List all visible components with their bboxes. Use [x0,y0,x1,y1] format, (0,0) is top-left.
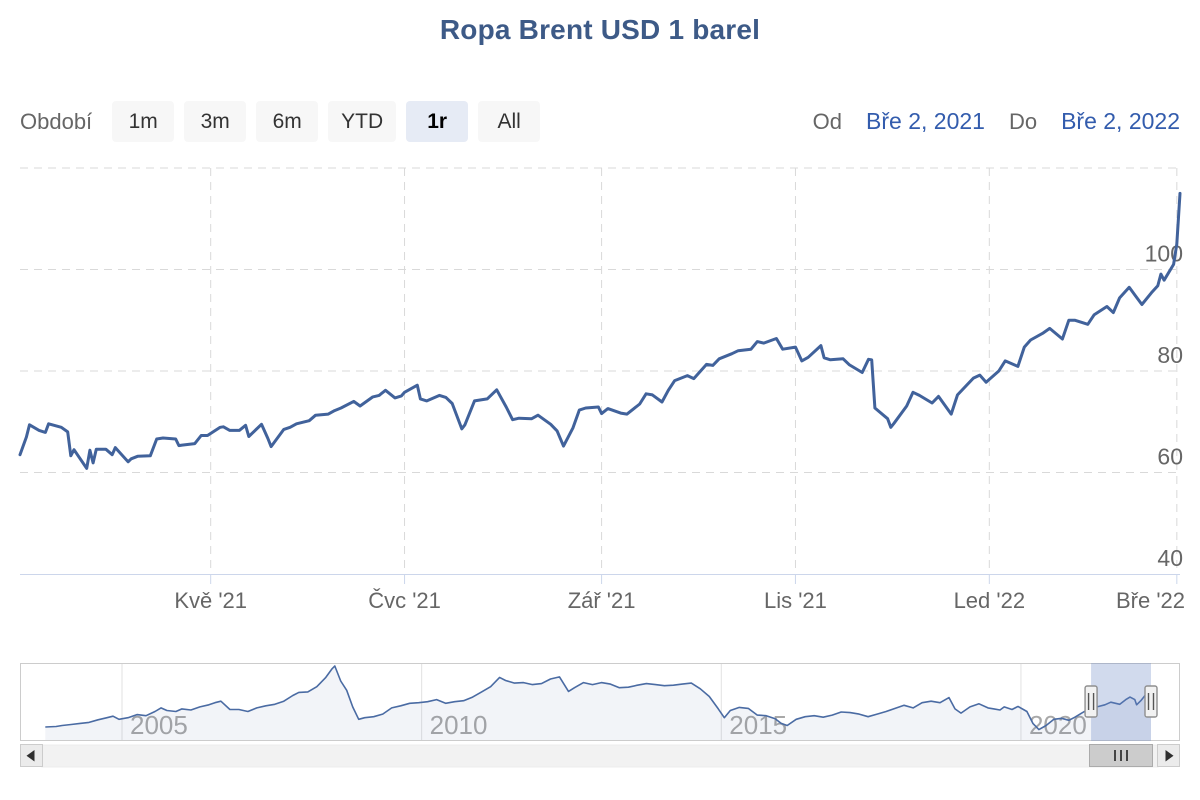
navigator-handle-right[interactable] [1144,685,1158,718]
from-label: Od [812,108,843,134]
navigator-selection [1084,663,1158,741]
range-button-6m[interactable]: 6m [256,101,319,142]
chart-title: Ropa Brent USD 1 barel [439,14,761,45]
range-selector-label: Období [20,108,93,134]
x-axis-label: Zář '21 [568,588,636,613]
navigator-handle-left[interactable] [1084,685,1098,718]
plot-area[interactable] [20,168,1180,574]
x-axis-label: Lis '21 [764,588,827,613]
left-arrow-icon [26,750,35,762]
scrollbar [20,744,1180,768]
range-handle-icon [1147,693,1155,710]
navigator-outline [20,663,1180,741]
y-axis-label: 40 [1157,545,1183,571]
x-axis-ticks [210,574,1178,584]
x-axis-label: Bře '22 [1116,588,1185,613]
range-button-1m[interactable]: 1m [112,101,175,142]
range-button-3m[interactable]: 3m [184,101,247,142]
main-gridlines [20,167,1180,574]
range-button-all[interactable]: All [478,101,541,142]
range-selector: Období 1m 3m 6m YTD 1r All Od Bře 2, 2021 Do … [20,101,1180,142]
range-button-1r[interactable]: 1r [406,101,469,142]
nav-year-label: 2010 [430,710,488,740]
price-series [18,191,1182,470]
scrollbar-thumb[interactable] [1089,744,1153,767]
grip-lines-icon [1114,750,1128,761]
scrollbar-track[interactable] [41,744,1159,768]
range-button-ytd[interactable]: YTD [328,101,397,142]
navigator-series [45,665,1152,741]
y-axis-label: 80 [1157,342,1183,368]
scrollbar-right-button[interactable] [1157,744,1180,767]
right-arrow-icon [1165,750,1174,762]
scrollbar-left-button[interactable] [20,744,43,767]
x-axis-label: Led '22 [954,588,1026,613]
nav-line [45,665,1152,731]
x-axis-label: Kvě '21 [174,588,247,613]
nav-area [45,666,1151,741]
to-label: Do [1008,108,1038,134]
nav-selected-range[interactable] [1091,663,1151,741]
navigator: 2005201020152020 [20,663,1180,741]
from-date-input[interactable]: Bře 2, 2021 [866,108,985,134]
range-buttons: 1m 3m 6m YTD 1r All [112,101,541,142]
date-range: Od Bře 2, 2021 Do Bře 2, 2022 [813,108,1180,135]
price-line [18,191,1182,470]
y-axis-label: 60 [1157,444,1183,470]
range-handle-icon [1087,693,1095,710]
x-axis-label: Čvc '21 [368,588,441,613]
to-date-input[interactable]: Bře 2, 2022 [1061,108,1180,134]
